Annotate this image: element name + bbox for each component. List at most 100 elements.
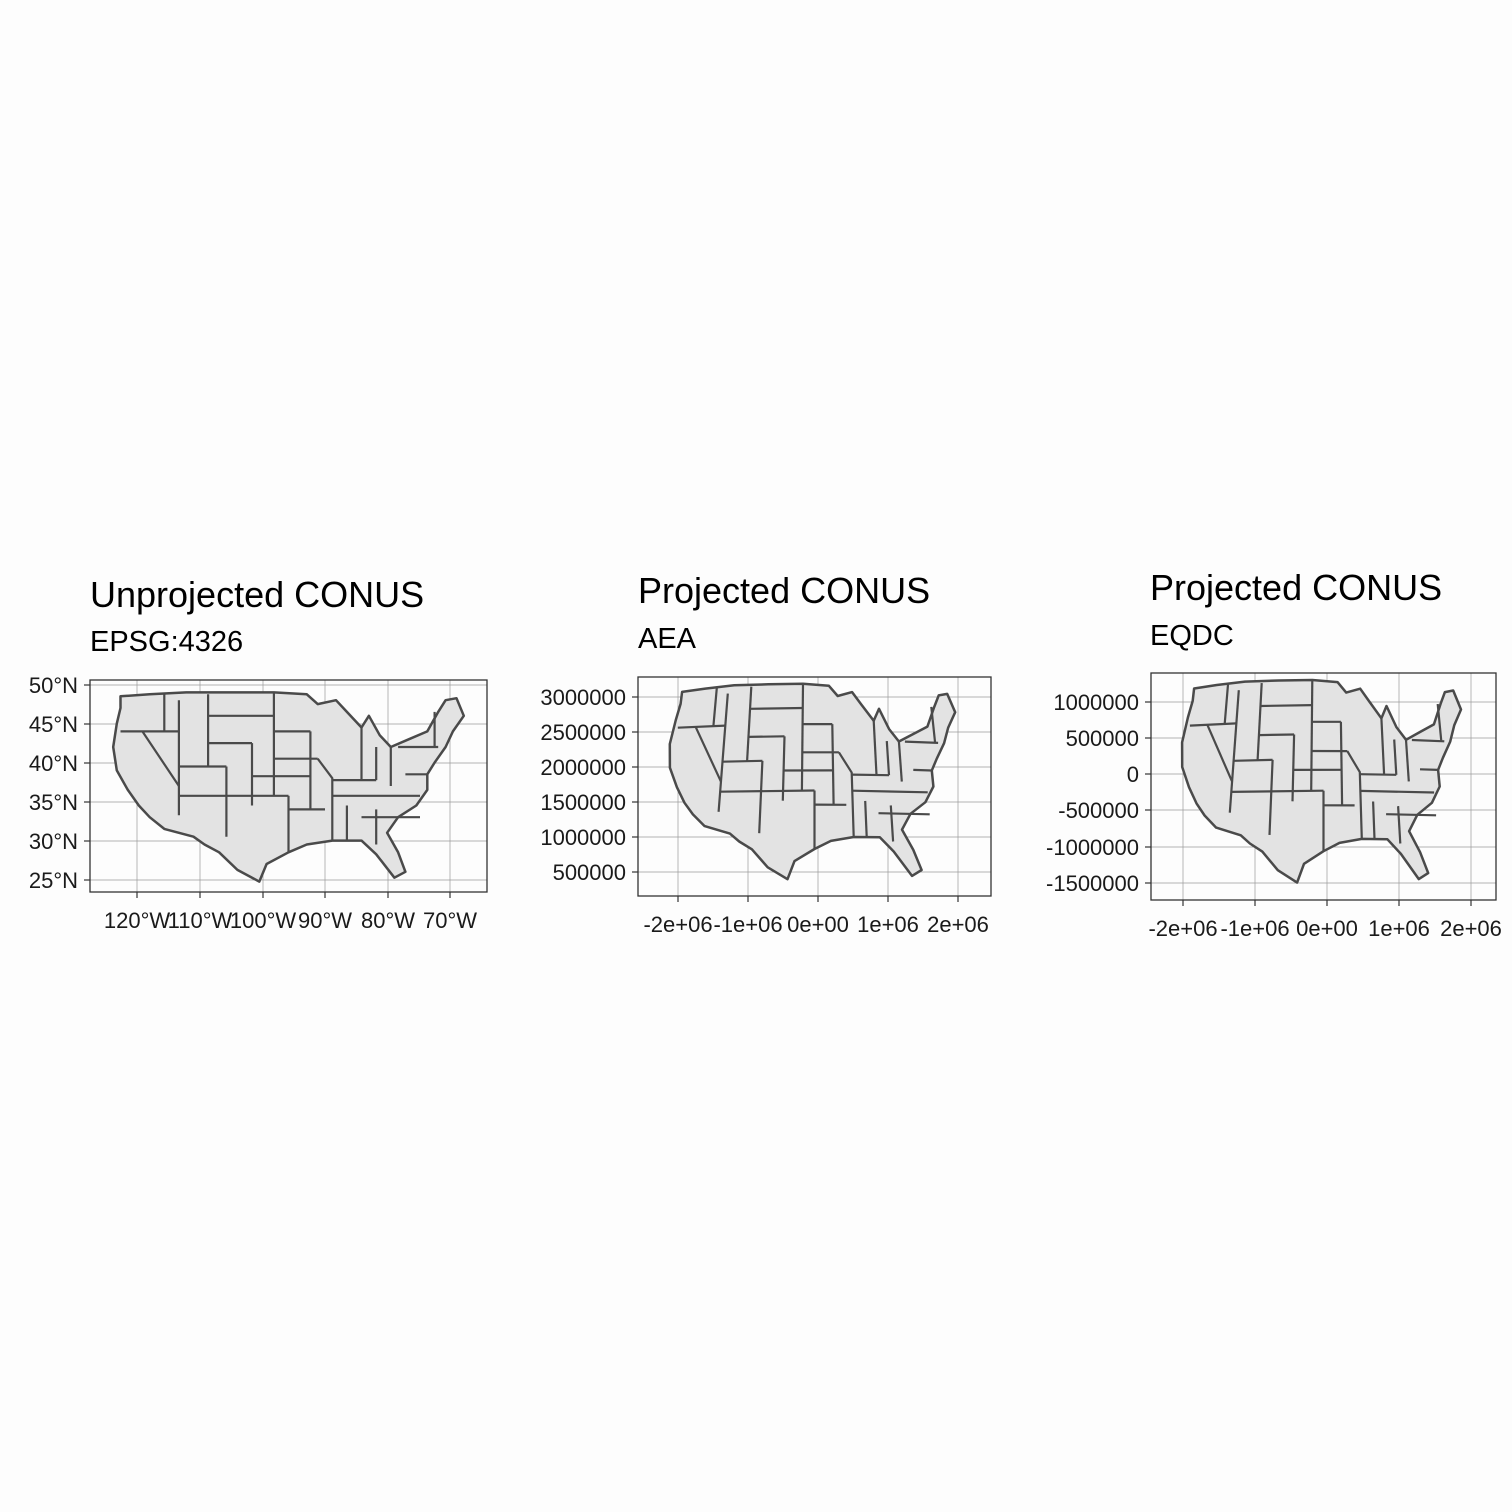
x-tick-label: 90°W: [298, 908, 352, 933]
state-border: [1419, 768, 1439, 771]
state-border: [1206, 724, 1234, 783]
y-tick-label: 1000000: [540, 825, 626, 850]
state-border: [904, 740, 939, 744]
plot-frame: [1150, 672, 1497, 901]
state-border: [1393, 739, 1398, 775]
state-border: [897, 741, 903, 782]
panel-title: Unprojected CONUS: [90, 574, 425, 615]
y-tick-label: 30°N: [29, 829, 78, 854]
state-border: [720, 789, 815, 793]
x-tick-label: 70°W: [423, 908, 477, 933]
state-border: [316, 758, 334, 841]
y-tick-label: 1000000: [1053, 690, 1139, 715]
state-border: [885, 741, 891, 776]
x-tick-label: 80°W: [361, 908, 415, 933]
state-border: [851, 773, 890, 777]
state-border: [1268, 759, 1274, 835]
state-border: [837, 751, 855, 838]
state-border: [1386, 813, 1437, 817]
state-border: [852, 789, 928, 794]
state-border: [1411, 738, 1445, 743]
y-tick-label: 3000000: [540, 685, 626, 710]
x-tick-label: -2e+06: [643, 912, 712, 937]
state-border: [677, 724, 726, 729]
y-tick-label: 2000000: [540, 755, 626, 780]
state-border: [872, 720, 878, 776]
panel-subtitle: EQDC: [1150, 620, 1234, 652]
x-tick-label: 0e+00: [1296, 916, 1358, 941]
state-border: [712, 687, 718, 727]
y-tick-label: 50°N: [29, 673, 78, 698]
y-tick-label: 1500000: [540, 790, 626, 815]
state-border: [1260, 704, 1313, 708]
state-border: [913, 768, 932, 772]
state-border: [1404, 739, 1410, 782]
y-tick-label: 500000: [1066, 726, 1139, 751]
state-border: [694, 726, 722, 783]
x-tick-label: -2e+06: [1148, 916, 1217, 941]
state-border: [748, 735, 785, 738]
state-borders: [120, 692, 439, 853]
state-border: [864, 800, 868, 838]
x-tick-label: 1e+06: [1368, 916, 1430, 941]
y-tick-label: -1000000: [1046, 835, 1139, 860]
state-border: [749, 706, 803, 710]
state-border: [717, 693, 729, 812]
state-border: [1339, 721, 1344, 806]
y-tick-label: 35°N: [29, 790, 78, 815]
x-tick-label: 1e+06: [857, 912, 919, 937]
panel-title: Projected CONUS: [638, 570, 931, 611]
x-tick-label: 110°W: [168, 908, 233, 933]
state-border: [800, 683, 805, 791]
state-border: [1436, 703, 1443, 742]
state-border: [722, 759, 763, 763]
state-border: [1256, 683, 1263, 761]
x-tick-label: -1e+06: [1220, 916, 1289, 941]
state-border: [1223, 684, 1230, 724]
state-borders: [1189, 679, 1445, 852]
y-tick-label: -500000: [1058, 798, 1139, 823]
state-border: [1189, 722, 1237, 727]
state-border: [1228, 690, 1240, 813]
state-border: [1397, 806, 1402, 844]
plot-frame: [89, 679, 488, 893]
y-tick-label: 45°N: [29, 712, 78, 737]
panel-title: Projected CONUS: [1150, 567, 1443, 608]
state-border: [746, 686, 753, 762]
x-tick-label: 0e+00: [787, 912, 849, 937]
plot-frame: [637, 676, 992, 897]
state-border: [878, 812, 930, 816]
state-border: [1310, 679, 1314, 791]
y-tick-label: 25°N: [29, 868, 78, 893]
y-tick-label: -1500000: [1046, 871, 1139, 896]
y-tick-label: 0: [1127, 762, 1139, 787]
state-border: [1380, 718, 1386, 775]
state-border: [1233, 758, 1273, 762]
x-tick-label: 2e+06: [927, 912, 989, 937]
y-tick-label: 2500000: [540, 720, 626, 745]
state-border: [1231, 789, 1324, 793]
state-border: [1360, 789, 1435, 794]
panel-subtitle: AEA: [638, 623, 697, 655]
state-border: [758, 760, 764, 834]
state-border: [141, 730, 180, 787]
x-tick-label: 100°W: [230, 908, 297, 933]
y-tick-label: 40°N: [29, 751, 78, 776]
x-tick-label: -1e+06: [713, 912, 782, 937]
x-tick-label: 2e+06: [1440, 916, 1502, 941]
y-tick-label: 500000: [553, 860, 626, 885]
state-border: [1258, 733, 1295, 737]
state-border: [1372, 801, 1376, 840]
panel-subtitle: EPSG:4326: [90, 626, 244, 658]
state-border: [1359, 773, 1397, 776]
state-borders: [677, 683, 939, 849]
state-border: [930, 706, 937, 743]
state-border: [889, 805, 895, 842]
conus-outline: [1180, 678, 1463, 884]
state-border: [831, 724, 835, 805]
state-border: [1346, 750, 1363, 839]
x-tick-label: 120°W: [104, 908, 171, 933]
